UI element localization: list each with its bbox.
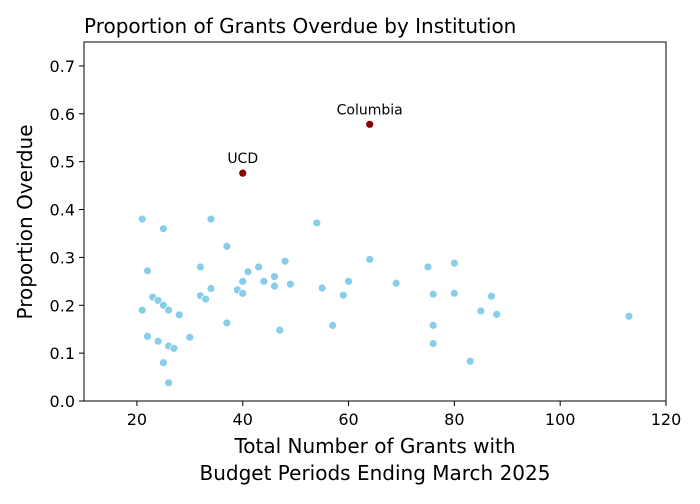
x-tick-label: 40 [233, 410, 253, 429]
data-point [222, 318, 232, 328]
data-point [185, 332, 195, 342]
data-point [486, 291, 496, 301]
y-tick-label: 0.7 [50, 57, 75, 76]
plot-frame [83, 41, 667, 402]
y-tick-label: 0.2 [50, 296, 75, 315]
y-tick-label: 0.5 [50, 153, 75, 172]
data-point [275, 325, 285, 335]
data-point [222, 241, 232, 251]
data-point [243, 267, 253, 277]
data-point [259, 276, 269, 286]
data-point [143, 266, 152, 276]
data-point [137, 214, 147, 224]
data-point [423, 262, 433, 272]
y-tick-label: 0.1 [50, 344, 75, 363]
highlighted-point [365, 119, 375, 129]
data-point [195, 262, 205, 272]
data-point [280, 256, 290, 266]
x-tick-label: 20 [127, 410, 147, 429]
data-point [164, 305, 174, 315]
data-point [344, 276, 353, 286]
data-point [328, 320, 338, 330]
data-point [428, 320, 438, 330]
data-point [449, 258, 459, 268]
data-point [312, 218, 322, 228]
data-point [158, 358, 168, 368]
data-point [238, 276, 248, 286]
y-axis-label: Proportion Overdue [13, 125, 37, 320]
data-point [158, 224, 168, 234]
data-point [206, 214, 216, 224]
point-annotation: UCD [227, 151, 258, 167]
y-tick-label: 0.3 [50, 248, 75, 267]
data-point [254, 262, 264, 272]
x-tick-label: 60 [338, 410, 358, 429]
data-point [624, 311, 634, 321]
data-point [164, 378, 174, 388]
y-tick-label: 0.4 [50, 201, 75, 220]
data-point [338, 290, 348, 300]
x-axis-label-line2: Budget Periods Ending March 2025 [200, 461, 551, 485]
y-tick-label: 0.0 [50, 392, 75, 411]
data-point [270, 281, 279, 291]
data-point [270, 272, 279, 281]
data-point [174, 310, 184, 320]
data-point [201, 294, 211, 304]
x-tick-label: 80 [444, 410, 464, 429]
data-point [206, 284, 216, 293]
data-point [428, 289, 438, 299]
highlighted-point [238, 168, 248, 178]
data-point [285, 279, 295, 289]
x-tick-label: 120 [651, 410, 682, 429]
data-point [449, 288, 459, 298]
data-point [492, 309, 502, 319]
data-point [428, 339, 438, 348]
data-point [238, 288, 248, 298]
chart-title: Proportion of Grants Overdue by Institut… [84, 14, 516, 38]
point-annotation: Columbia [337, 102, 403, 118]
data-point [137, 305, 147, 315]
data-point [465, 356, 475, 366]
data-point [317, 283, 327, 293]
data-point [476, 306, 486, 316]
x-axis-label-line1: Total Number of Grants with [233, 434, 515, 458]
data-point [153, 336, 163, 346]
data-point [143, 331, 152, 341]
data-point [365, 254, 375, 264]
data-point [391, 278, 401, 288]
data-point [169, 343, 179, 353]
x-tick-label: 100 [545, 410, 576, 429]
y-tick-label: 0.6 [50, 105, 75, 124]
